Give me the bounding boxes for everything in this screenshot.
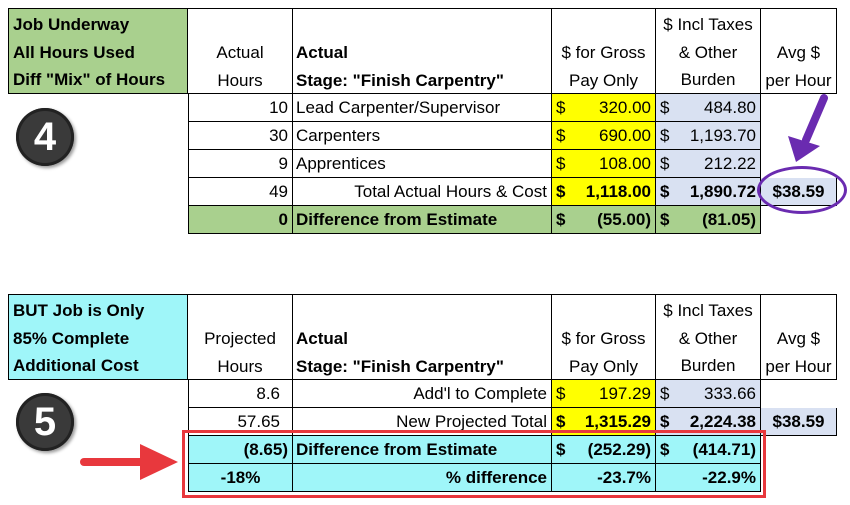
step-badge-5: 5 [16,393,74,451]
hours-cell: 8.6 [188,380,293,408]
header-line: Avg $ [776,43,821,62]
description-cell: Carpenters [293,122,552,150]
pct-gross-cell: -23.7% [552,464,656,492]
hours-cell: 30 [188,122,293,150]
header-line: Hours [217,70,263,90]
label-line: BUT Job is Only [13,301,145,320]
header-actual-hours: Actual Hours [188,8,293,94]
header-line: Pay Only [569,356,638,376]
incl-cell: $333.66 [656,380,761,408]
job-85-complete-label: BUT Job is Only 85% Complete Additional … [8,294,188,380]
header-line: Avg $ [776,329,821,348]
header-avg-per-hour: Avg $ per Hour [761,8,837,94]
header-line: per Hour [765,356,832,376]
purple-arrow-icon [788,94,828,162]
header-gross-pay: $ for Gross Pay Only [552,8,656,94]
header-incl-taxes: $ Incl Taxes & Other Burden [656,8,761,94]
header-gross-pay: $ for Gross Pay Only [552,294,656,380]
total-hours-cell: 49 [188,178,293,206]
label-line: Job Underway [13,15,130,34]
diff-gross-cell: $ (252.29) [552,436,656,464]
description-cell: Apprentices [293,150,552,178]
header-line: Actual [296,43,348,62]
header-line: $ for Gross [561,43,646,62]
diff-incl-cell: $ (414.71) [656,436,761,464]
label-line: All Hours Used [13,42,135,62]
job-underway-label: Job Underway All Hours Used Diff "Mix" o… [8,8,188,94]
gross-cell: $108.00 [552,150,656,178]
label-line: Additional Cost [13,356,139,375]
gross-cell: $320.00 [552,94,656,122]
incl-cell: $484.80 [656,94,761,122]
header-incl-taxes: $ Incl Taxes & Other Burden [656,294,761,380]
red-arrow-icon [80,444,178,480]
header-line: Burden [680,70,736,89]
incl-cell: $1,193.70 [656,122,761,150]
label-line: 85% Complete [13,328,130,348]
header-line: Burden [680,356,736,375]
header-line: $ Incl Taxes [663,15,753,34]
header-line: Projected [204,329,276,348]
header-line: Hours [217,356,263,376]
hours-cell: 9 [188,150,293,178]
gross-cell: $690.00 [552,122,656,150]
header-line: Actual [216,43,264,62]
description-cell: Lead Carpenter/Supervisor [293,94,552,122]
header-line: & Other [678,328,738,348]
total-gross-cell: $1,118.00 [552,178,656,206]
diff-description-cell: Difference from Estimate [293,436,552,464]
header-line: $ Incl Taxes [663,301,753,320]
diff-description-cell: Difference from Estimate [293,206,552,234]
description-cell: New Projected Total [293,408,552,436]
header-projected-hours: Projected Hours [188,294,293,380]
header-line: per Hour [765,70,832,90]
header-line: Pay Only [569,70,638,90]
purple-highlight-ellipse [757,166,847,214]
header-line: Stage: "Finish Carpentry" [296,356,504,376]
pct-hours-cell: -18% [188,464,293,492]
incl-cell: $212.22 [656,150,761,178]
pct-incl-cell: -22.9% [656,464,761,492]
description-cell: Add'l to Complete [293,380,552,408]
hours-cell: 57.65 [188,408,293,436]
step-badge-4: 4 [16,108,74,166]
header-stage: Actual Stage: "Finish Carpentry" [293,8,552,94]
total-incl-cell: $1,890.72 [656,178,761,206]
diff-gross-cell: $ (55.00) [552,206,656,234]
hours-cell: 10 [188,94,293,122]
header-line: Stage: "Finish Carpentry" [296,70,504,90]
header-stage: Actual Stage: "Finish Carpentry" [293,294,552,380]
header-line: & Other [678,42,738,62]
avg-per-hour-cell: $38.59 [761,408,837,436]
diff-hours-cell: (8.65) [188,436,293,464]
gross-cell: $197.29 [552,380,656,408]
header-avg-per-hour: Avg $ per Hour [761,294,837,380]
pct-description-cell: % difference [293,464,552,492]
header-line: $ for Gross [561,329,646,348]
header-line: Actual [296,329,348,348]
red-highlight-box [182,430,766,498]
diff-incl-cell: $ (81.05) [656,206,761,234]
total-description-cell: Total Actual Hours & Cost [293,178,552,206]
label-line: Diff "Mix" of Hours [13,70,166,89]
diff-hours-cell: 0 [188,206,293,234]
